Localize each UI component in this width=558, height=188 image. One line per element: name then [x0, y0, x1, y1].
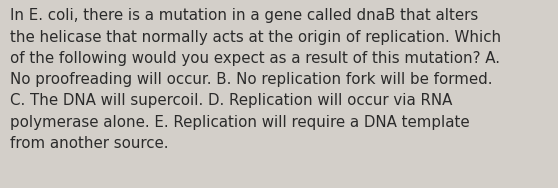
Text: In E. coli, there is a mutation in a gene called dnaB that alters
the helicase t: In E. coli, there is a mutation in a gen… [10, 8, 501, 151]
